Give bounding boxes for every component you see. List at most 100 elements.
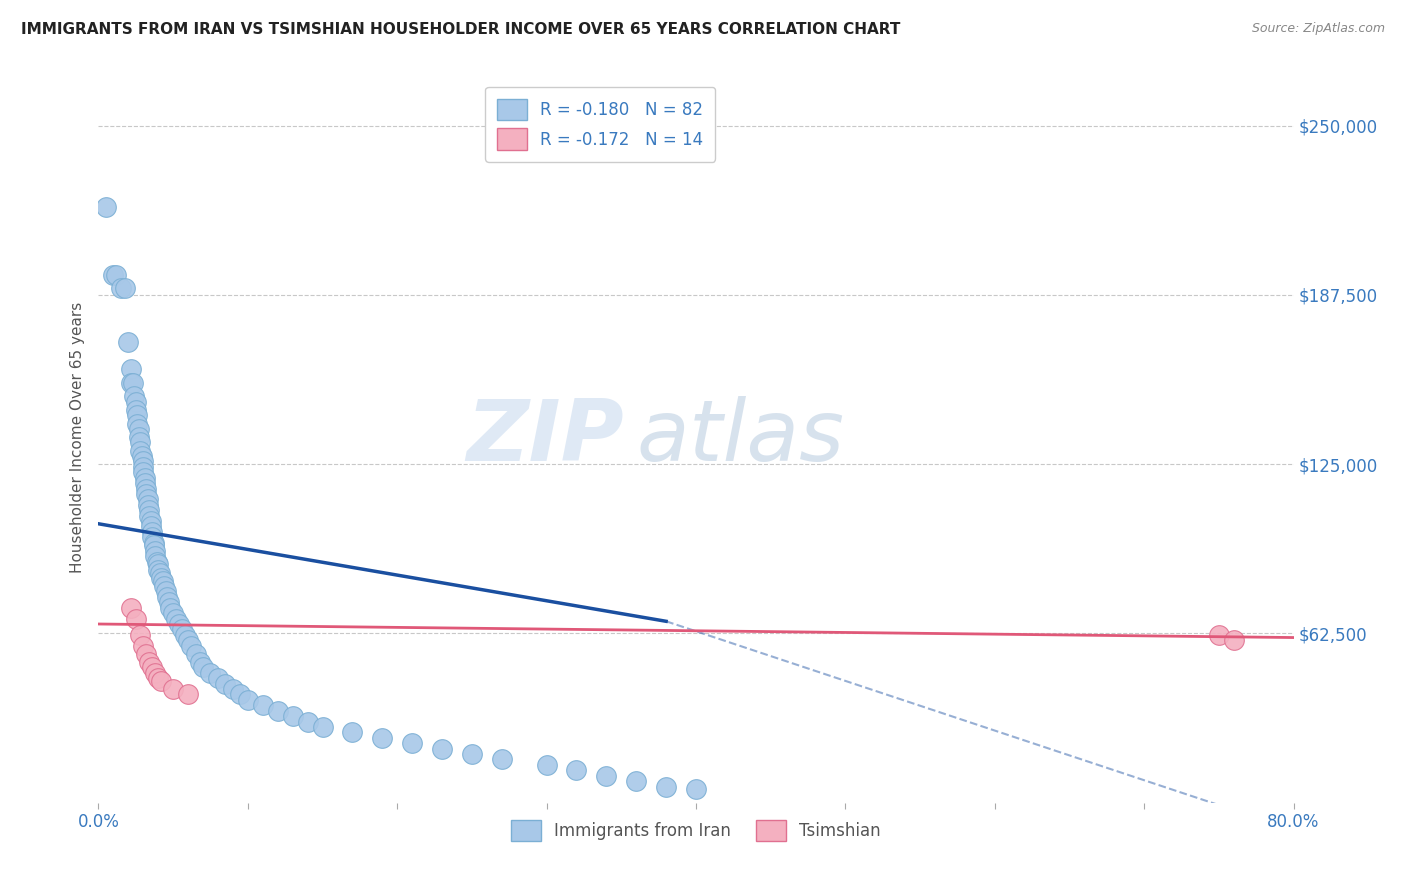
Point <box>114 281 136 295</box>
Point <box>135 487 157 501</box>
Point <box>138 503 160 517</box>
Point <box>214 676 236 690</box>
Point <box>132 465 155 479</box>
Point <box>125 403 148 417</box>
Point <box>267 704 290 718</box>
Point <box>131 449 153 463</box>
Point <box>94 200 117 214</box>
Point <box>236 693 259 707</box>
Point <box>297 714 319 729</box>
Point <box>229 688 252 702</box>
Point <box>172 623 194 637</box>
Point <box>281 709 304 723</box>
Point <box>103 268 125 282</box>
Y-axis label: Householder Income Over 65 years: Householder Income Over 65 years <box>69 301 84 573</box>
Point <box>150 673 173 688</box>
Point <box>1223 633 1246 648</box>
Point <box>145 555 167 569</box>
Point <box>167 617 190 632</box>
Point <box>184 647 207 661</box>
Point <box>626 774 648 789</box>
Point <box>152 574 174 588</box>
Point <box>138 655 160 669</box>
Point <box>138 508 160 523</box>
Point <box>162 606 184 620</box>
Point <box>149 566 172 580</box>
Point <box>142 538 165 552</box>
Text: IMMIGRANTS FROM IRAN VS TSIMSHIAN HOUSEHOLDER INCOME OVER 65 YEARS CORRELATION C: IMMIGRANTS FROM IRAN VS TSIMSHIAN HOUSEH… <box>21 22 900 37</box>
Point <box>139 514 162 528</box>
Point <box>311 720 333 734</box>
Point <box>135 647 157 661</box>
Text: Source: ZipAtlas.com: Source: ZipAtlas.com <box>1251 22 1385 36</box>
Point <box>565 764 588 778</box>
Point <box>174 628 197 642</box>
Point <box>159 600 181 615</box>
Point <box>128 422 150 436</box>
Point <box>595 769 617 783</box>
Point <box>132 639 155 653</box>
Point <box>120 376 142 390</box>
Point <box>129 435 152 450</box>
Point <box>141 660 163 674</box>
Point <box>188 655 211 669</box>
Point <box>143 665 166 680</box>
Point <box>117 335 139 350</box>
Legend: Immigrants from Iran, Tsimshian: Immigrants from Iran, Tsimshian <box>502 811 890 849</box>
Point <box>162 681 184 696</box>
Point <box>125 611 148 625</box>
Point <box>430 741 453 756</box>
Point <box>105 268 128 282</box>
Point <box>141 524 163 539</box>
Point <box>191 660 214 674</box>
Point <box>134 471 156 485</box>
Point <box>148 558 170 572</box>
Point <box>127 417 149 431</box>
Point <box>655 780 678 794</box>
Point <box>1208 628 1230 642</box>
Point <box>121 376 143 390</box>
Point <box>180 639 202 653</box>
Text: ZIP: ZIP <box>467 395 624 479</box>
Point <box>491 752 513 766</box>
Point <box>536 757 558 772</box>
Point <box>136 498 159 512</box>
Point <box>342 725 364 739</box>
Point <box>127 409 149 423</box>
Point <box>371 731 394 745</box>
Point <box>135 482 157 496</box>
Point <box>200 665 222 680</box>
Point <box>110 281 132 295</box>
Point <box>134 476 156 491</box>
Point <box>401 736 423 750</box>
Point <box>124 389 146 403</box>
Point <box>129 443 152 458</box>
Point <box>177 688 200 702</box>
Point <box>128 430 150 444</box>
Point <box>120 600 142 615</box>
Point <box>150 571 173 585</box>
Point <box>129 628 152 642</box>
Point <box>148 563 170 577</box>
Point <box>136 492 159 507</box>
Point <box>153 579 176 593</box>
Point <box>142 535 165 549</box>
Point <box>207 671 229 685</box>
Point <box>157 595 180 609</box>
Point <box>120 362 142 376</box>
Text: atlas: atlas <box>637 395 844 479</box>
Point <box>155 584 177 599</box>
Point <box>177 633 200 648</box>
Point <box>143 549 166 564</box>
Point <box>156 590 179 604</box>
Point <box>222 681 245 696</box>
Point <box>141 530 163 544</box>
Point <box>139 519 162 533</box>
Point <box>165 611 187 625</box>
Point <box>685 782 707 797</box>
Point <box>143 544 166 558</box>
Point <box>125 395 148 409</box>
Point <box>148 671 170 685</box>
Point <box>252 698 274 713</box>
Point <box>461 747 484 761</box>
